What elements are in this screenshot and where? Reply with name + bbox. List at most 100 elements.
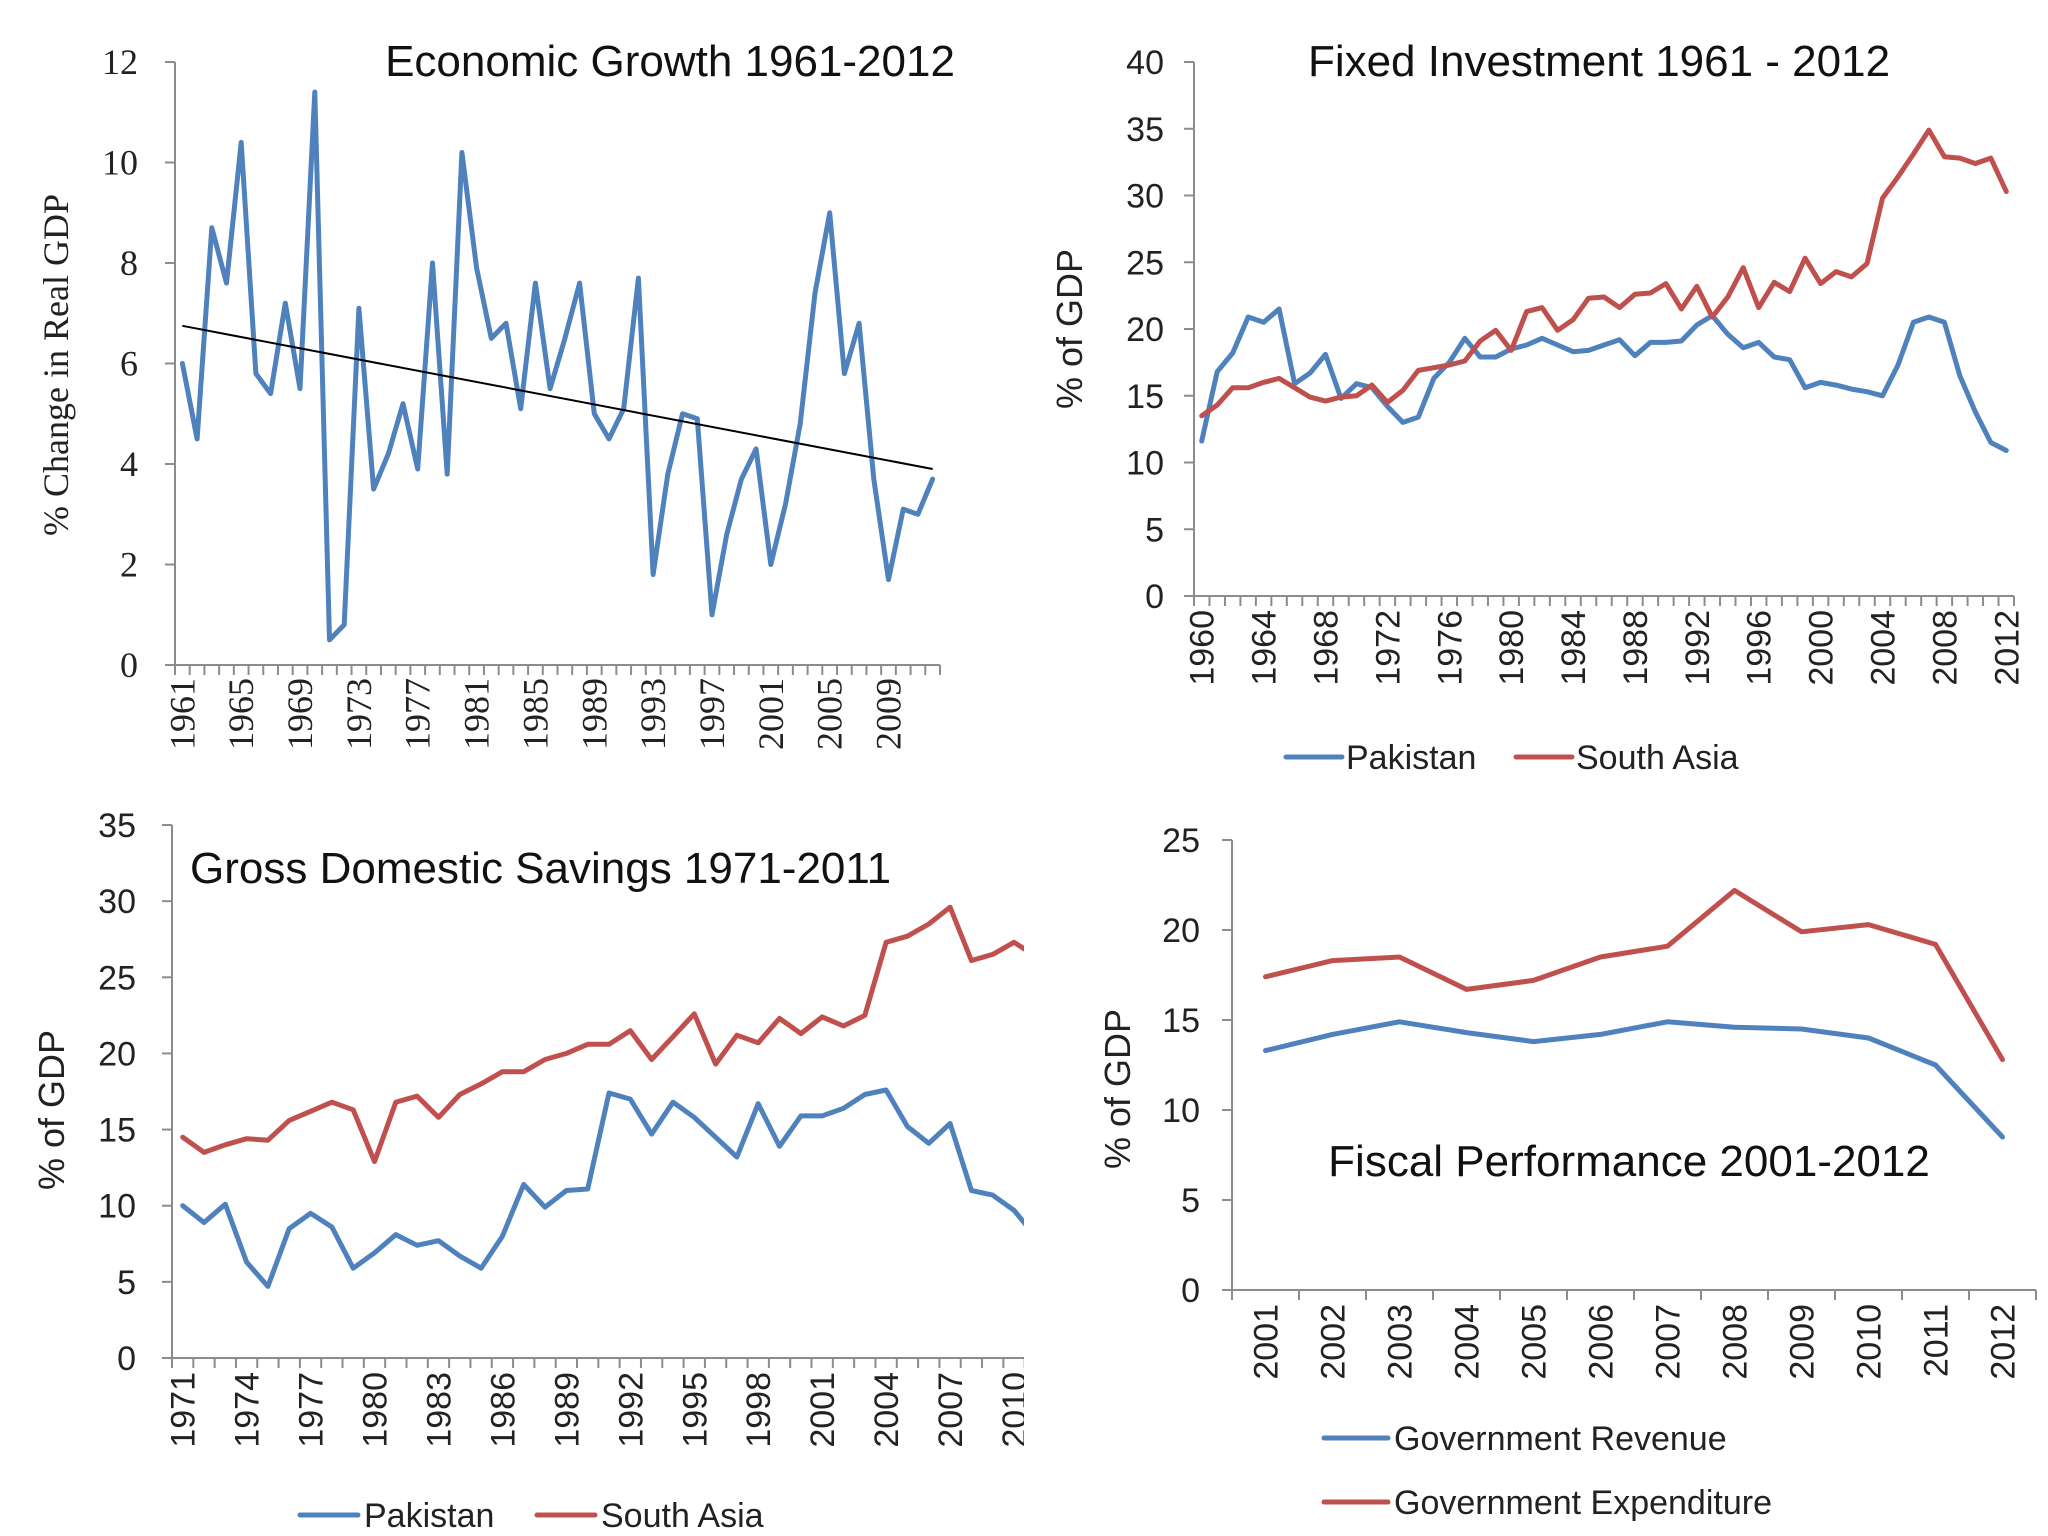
series-line-south-asia bbox=[1199, 127, 2009, 419]
x-tick-label: 2006 bbox=[1583, 1304, 1621, 1380]
chart-title: Gross Domestic Savings 1971-2011 bbox=[190, 844, 891, 893]
y-tick-label: 2 bbox=[120, 545, 138, 585]
x-tick-label: 2002 bbox=[1315, 1304, 1353, 1380]
y-tick-label: 30 bbox=[98, 883, 136, 921]
series-line-government-revenue bbox=[1263, 1019, 2005, 1140]
x-tick-label: 1980 bbox=[1493, 610, 1531, 686]
legend-label: South Asia bbox=[601, 1497, 764, 1535]
y-axis-label: % of GDP bbox=[1097, 1009, 1138, 1169]
gross-domestic-savings-svg: 0 5 10 15 20 25 30 35 1971 1974 1977 1980 1983 1986 19… bbox=[31, 807, 1024, 1535]
y-tick-label: 10 bbox=[1126, 445, 1164, 483]
y-tick-label: 10 bbox=[98, 1188, 136, 1226]
x-tick-label: 2000 bbox=[1803, 610, 1841, 686]
y-tick-label: 30 bbox=[1126, 178, 1164, 216]
x-tick-label: 2004 bbox=[868, 1372, 906, 1448]
x-tick-label: 1964 bbox=[1246, 610, 1284, 686]
y-tick-label: 15 bbox=[1126, 378, 1164, 416]
x-tick-label: 2012 bbox=[1985, 1304, 2023, 1380]
x-tick-label: 1969 bbox=[280, 678, 320, 750]
series-line bbox=[179, 89, 936, 643]
legend-label: Government Expenditure bbox=[1394, 1484, 1772, 1522]
x-tick-label: 1997 bbox=[692, 678, 732, 750]
y-tick-label: 12 bbox=[102, 42, 138, 82]
legend-label: South Asia bbox=[1576, 739, 1739, 777]
x-tick-label: 2008 bbox=[1926, 610, 1964, 686]
series-line-pakistan bbox=[180, 1087, 1024, 1289]
series-line-government-expenditure bbox=[1263, 887, 2005, 1063]
x-tick-label: 1974 bbox=[229, 1372, 267, 1448]
x-tick-label: 2009 bbox=[869, 678, 909, 750]
x-tick-label: 1965 bbox=[221, 678, 261, 750]
y-tick-label: 35 bbox=[98, 807, 136, 845]
x-tick-label: 2001 bbox=[804, 1372, 842, 1448]
y-tick-label: 0 bbox=[120, 645, 138, 685]
y-tick-label: 20 bbox=[1126, 311, 1164, 349]
x-tick-label: 1972 bbox=[1369, 610, 1407, 686]
y-axis-label: % of GDP bbox=[1049, 249, 1090, 409]
x-tick-label: 2001 bbox=[751, 678, 791, 750]
y-tick-label: 15 bbox=[1162, 1002, 1200, 1040]
economic-growth-chart: 0 2 4 6 8 10 12 1961 1965 1969 1973 1977 1981 1985 198… bbox=[0, 0, 1024, 790]
x-tick-label: 1960 bbox=[1184, 610, 1222, 686]
x-tick-label: 1993 bbox=[633, 678, 673, 750]
x-tick-label: 1977 bbox=[293, 1372, 331, 1448]
x-tick-label: 2003 bbox=[1382, 1304, 1420, 1380]
y-tick-label: 15 bbox=[98, 1112, 136, 1150]
x-tick-label: 2007 bbox=[1650, 1304, 1688, 1380]
x-tick-label: 1985 bbox=[515, 678, 555, 750]
chart-title: Economic Growth 1961-2012 bbox=[385, 37, 955, 86]
x-tick-label: 1977 bbox=[398, 678, 438, 750]
y-tick-label: 6 bbox=[120, 344, 138, 384]
y-tick-label: 40 bbox=[1126, 44, 1164, 82]
series-line-south-asia bbox=[180, 904, 1024, 1165]
y-tick-label: 25 bbox=[1126, 244, 1164, 282]
x-tick-label: 2005 bbox=[810, 678, 850, 750]
x-tick-label: 1988 bbox=[1617, 610, 1655, 686]
y-tick-label: 5 bbox=[117, 1264, 136, 1302]
x-tick-label: 1961 bbox=[162, 678, 202, 750]
x-tick-label: 1983 bbox=[420, 1372, 458, 1448]
y-tick-label: 35 bbox=[1126, 111, 1164, 149]
y-tick-label: 0 bbox=[117, 1340, 136, 1378]
y-tick-label: 10 bbox=[102, 143, 138, 183]
x-tick-label: 1980 bbox=[357, 1372, 395, 1448]
fixed-investment-svg: 0 5 10 15 20 25 30 35 40 1960 1964 1968 1972 1976 1980… bbox=[1049, 37, 2026, 777]
x-tick-label: 2010 bbox=[1851, 1304, 1889, 1380]
y-tick-label: 5 bbox=[1181, 1182, 1200, 1220]
y-tick-label: 20 bbox=[98, 1035, 136, 1073]
x-tick-label: 1968 bbox=[1308, 610, 1346, 686]
y-tick-label: 25 bbox=[1162, 822, 1200, 860]
x-tick-label: 1989 bbox=[574, 678, 614, 750]
x-tick-label: 2008 bbox=[1717, 1304, 1755, 1380]
y-tick-label: 25 bbox=[98, 959, 136, 997]
legend-label: Government Revenue bbox=[1394, 1420, 1727, 1458]
economic-growth-svg: 0 2 4 6 8 10 12 1961 1965 1969 1973 1977 1981 1985 198… bbox=[36, 37, 955, 750]
x-tick-label: 1989 bbox=[548, 1372, 586, 1448]
x-tick-label: 1981 bbox=[457, 678, 497, 750]
y-tick-label: 0 bbox=[1181, 1272, 1200, 1310]
x-tick-label: 2012 bbox=[1988, 610, 2026, 686]
x-tick-label: 2011 bbox=[1918, 1304, 1956, 1377]
x-tick-label: 1992 bbox=[612, 1372, 650, 1448]
y-tick-label: 8 bbox=[120, 243, 138, 283]
x-tick-label: 1998 bbox=[740, 1372, 778, 1448]
y-tick-label: 0 bbox=[1145, 578, 1164, 616]
trend-line bbox=[182, 324, 933, 471]
legend-label: Pakistan bbox=[364, 1497, 494, 1535]
x-tick-label: 1992 bbox=[1679, 610, 1717, 686]
fiscal-performance-chart: 0 5 10 15 20 25 2001 2002 2003 2004 2005 2006 2007 20… bbox=[1024, 790, 2048, 1536]
x-tick-label: 2010 bbox=[996, 1372, 1024, 1448]
y-tick-label: 10 bbox=[1162, 1092, 1200, 1130]
x-tick-label: 1976 bbox=[1431, 610, 1469, 686]
fixed-investment-chart: 0 5 10 15 20 25 30 35 40 1960 1964 1968 1972 1976 1980… bbox=[1024, 0, 2048, 790]
fiscal-performance-svg: 0 5 10 15 20 25 2001 2002 2003 2004 2005 2006 2007 20… bbox=[1097, 822, 2037, 1522]
x-tick-label: 1973 bbox=[339, 678, 379, 750]
x-tick-label: 1995 bbox=[676, 1372, 714, 1448]
x-tick-label: 2004 bbox=[1449, 1304, 1487, 1380]
x-tick-label: 2005 bbox=[1516, 1304, 1554, 1380]
y-tick-label: 5 bbox=[1145, 511, 1164, 549]
x-tick-label: 2001 bbox=[1248, 1304, 1286, 1380]
x-tick-label: 2004 bbox=[1864, 610, 1902, 686]
x-tick-label: 2009 bbox=[1784, 1304, 1822, 1380]
legend-label: Pakistan bbox=[1346, 739, 1476, 777]
